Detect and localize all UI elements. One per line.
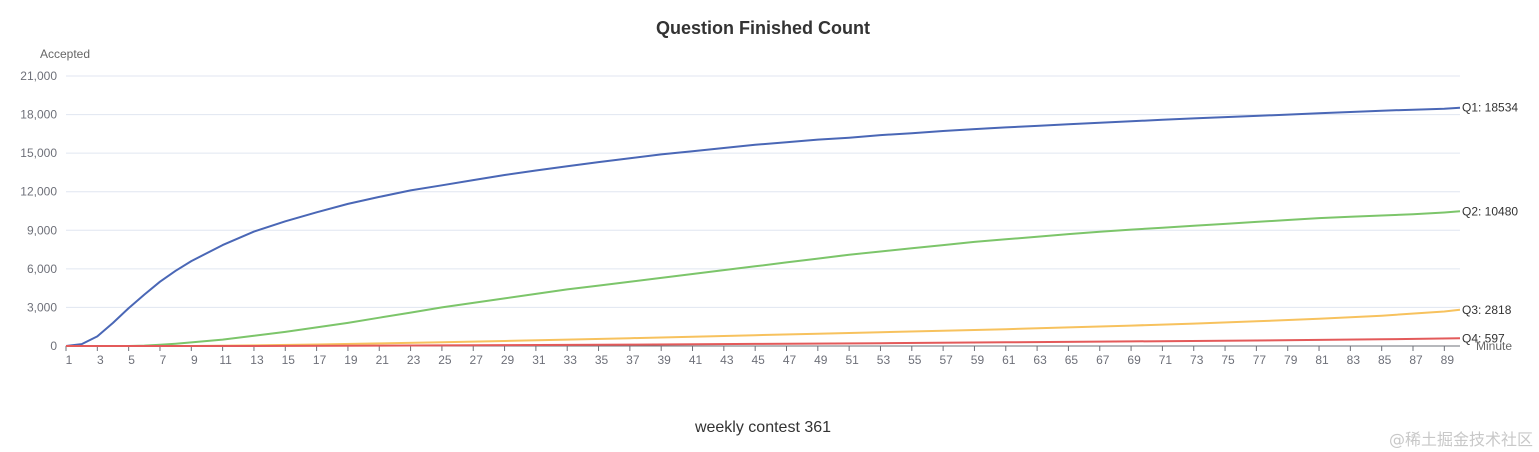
x-tick-label: 63 — [1033, 353, 1047, 367]
y-axis-label: Accepted — [40, 47, 91, 61]
x-tick-label: 45 — [751, 353, 765, 367]
x-tick-label: 29 — [501, 353, 515, 367]
x-tick-label: 19 — [344, 353, 358, 367]
x-tick-label: 53 — [877, 353, 891, 367]
x-tick-label: 59 — [971, 353, 985, 367]
x-tick-label: 23 — [407, 353, 421, 367]
series-line-q2 — [66, 210, 1461, 347]
end-label-q2: Q2: 10480 — [1462, 204, 1518, 218]
x-tick-label: 11 — [219, 353, 232, 367]
series-line-q3 — [66, 308, 1461, 347]
x-tick-label: 61 — [1002, 353, 1016, 367]
x-tick-label: 77 — [1253, 353, 1267, 367]
grid-lines — [66, 75, 1460, 308]
end-label-q4: Q4: 597 — [1462, 331, 1505, 345]
y-axis-tick-labels: 0 3,000 6,000 9,000 12,000 15,000 18,000 21,000 — [20, 69, 57, 353]
x-tick-label: 9 — [191, 353, 198, 367]
x-tick-label: 73 — [1190, 353, 1204, 367]
x-tick-label: 57 — [939, 353, 953, 367]
x-tick-label: 43 — [720, 353, 734, 367]
y-tick-label: 12,000 — [20, 185, 57, 199]
y-tick-label: 15,000 — [20, 146, 57, 160]
x-tick-label: 79 — [1284, 353, 1298, 367]
x-tick-label: 49 — [814, 353, 828, 367]
x-tick-label: 87 — [1409, 353, 1423, 367]
series-line-q4 — [66, 337, 1461, 347]
x-tick-label: 13 — [250, 353, 264, 367]
x-tick-label: 5 — [128, 353, 135, 367]
x-tick-label: 15 — [282, 353, 296, 367]
x-tick-label: 65 — [1065, 353, 1079, 367]
x-tick-label: 27 — [470, 353, 484, 367]
x-tick-label: 39 — [658, 353, 672, 367]
x-tick-label: 33 — [564, 353, 578, 367]
x-axis-tick-labels: 1 3 5 7 9 11 13 15 17 19 21 23 25 27 29 31 33 35 37 39 41 43 4… — [66, 353, 1455, 367]
x-tick-label: 85 — [1378, 353, 1392, 367]
y-tick-label: 18,000 — [20, 108, 57, 122]
x-tick-label: 37 — [626, 353, 640, 367]
chart-subtitle: weekly contest 361 — [694, 419, 832, 436]
y-tick-label: 0 — [50, 339, 57, 353]
x-tick-label: 75 — [1221, 353, 1235, 367]
x-tick-label: 25 — [438, 353, 452, 367]
x-tick-label: 55 — [908, 353, 922, 367]
x-axis-label: Minute — [1476, 339, 1513, 353]
x-tick-label: 17 — [313, 353, 327, 367]
series-end-labels: Q1: 18534 Q2: 10480 Q3: 2818 Q4: 597 — [1462, 101, 1518, 346]
x-tick-label: 1 — [66, 353, 73, 367]
watermark: @稀土掘金技术社区 — [1388, 430, 1533, 449]
x-tick-label: 21 — [376, 353, 390, 367]
x-tick-label: 51 — [845, 353, 859, 367]
x-tick-label: 81 — [1315, 353, 1329, 367]
end-label-q3: Q3: 2818 — [1462, 303, 1512, 317]
chart-title: Question Finished Count — [656, 18, 870, 38]
x-tick-label: 47 — [783, 353, 797, 367]
y-tick-label: 3,000 — [27, 300, 57, 314]
x-tick-label: 89 — [1441, 353, 1455, 367]
x-tick-label: 31 — [532, 353, 546, 367]
x-tick-label: 41 — [689, 353, 703, 367]
x-tick-label: 67 — [1096, 353, 1110, 367]
x-tick-label: 69 — [1127, 353, 1141, 367]
series-line-q1 — [65, 106, 1461, 347]
y-tick-label: 9,000 — [27, 223, 57, 237]
x-tick-label: 35 — [595, 353, 609, 367]
series-lines — [65, 106, 1461, 347]
y-tick-label: 6,000 — [27, 262, 57, 276]
x-tick-label: 3 — [97, 353, 104, 367]
x-tick-label: 83 — [1347, 353, 1361, 367]
x-tick-label: 7 — [160, 353, 167, 367]
y-tick-label: 21,000 — [20, 69, 57, 83]
end-label-q1: Q1: 18534 — [1462, 101, 1518, 115]
x-tick-label: 71 — [1159, 353, 1173, 367]
